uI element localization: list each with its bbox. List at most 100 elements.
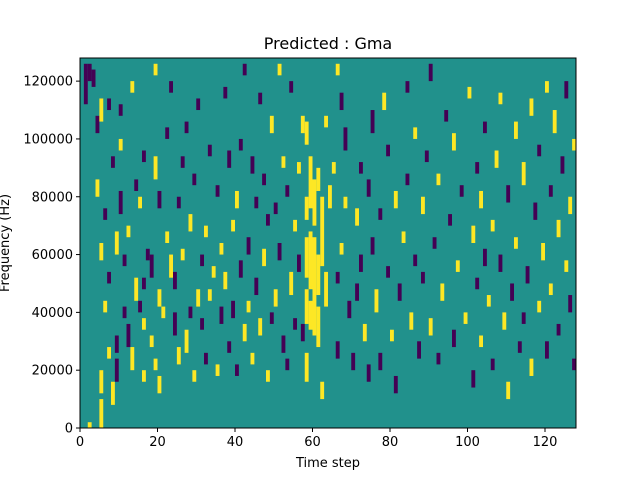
heatmap-cell	[533, 202, 538, 220]
x-axis-ticks: 0 20 40 60 80 100 120	[76, 428, 557, 450]
heatmap-cell	[320, 381, 325, 400]
heatmap-cell	[215, 185, 220, 197]
heatmap-cell	[324, 271, 328, 307]
heatmap-cell	[498, 254, 503, 272]
x-tick-label: 60	[304, 435, 321, 450]
heatmap-cell	[386, 144, 390, 157]
heatmap-cell	[95, 115, 100, 134]
heatmap-cell	[169, 254, 173, 278]
heatmap-cell	[304, 289, 309, 324]
heatmap-cell	[138, 300, 142, 313]
heatmap-cell	[355, 208, 359, 226]
heatmap-cell	[343, 196, 348, 209]
heatmap-cell	[343, 127, 348, 151]
heatmap-cell	[169, 81, 173, 93]
heatmap-cell	[246, 237, 251, 255]
heatmap-cell	[142, 370, 146, 382]
heatmap-cell	[537, 144, 542, 157]
heatmap-cell	[355, 283, 359, 301]
heatmap-cell	[521, 312, 526, 324]
heatmap-cell	[316, 167, 321, 191]
heatmap-cell	[273, 202, 278, 215]
heatmap-cell	[548, 185, 553, 197]
x-tick-label: 100	[455, 435, 480, 450]
heatmap-cell	[308, 231, 313, 290]
heatmap-cell	[359, 162, 363, 174]
heatmap-cell	[316, 306, 321, 348]
heatmap-cell	[161, 306, 166, 319]
heatmap-cell	[238, 260, 243, 278]
plot-area	[79, 57, 577, 429]
heatmap-cell	[262, 248, 266, 267]
heatmap-cell	[118, 190, 123, 215]
heatmap-cell	[448, 214, 452, 226]
heatmap-cell	[483, 121, 487, 134]
heatmap-cell	[165, 231, 170, 243]
heatmap-cell	[142, 150, 146, 163]
heatmap-cell	[452, 133, 456, 151]
heatmap-cell	[300, 323, 305, 342]
heatmap-cell	[428, 63, 433, 82]
heatmap-cell	[479, 190, 483, 209]
heatmap-cell	[207, 144, 212, 157]
heatmap-cell	[277, 243, 282, 261]
heatmap-cell	[176, 196, 181, 209]
heatmap-cell	[258, 92, 263, 105]
heatmap-cell	[293, 219, 297, 232]
heatmap-cell	[153, 358, 158, 371]
heatmap-cell	[138, 196, 142, 209]
heatmap-cell	[300, 115, 305, 134]
heatmap-cell	[235, 190, 239, 209]
heatmap-cell	[99, 98, 104, 122]
heatmap-cell	[471, 225, 476, 243]
heatmap-cell	[393, 375, 398, 394]
heatmap-cell	[126, 323, 131, 348]
heatmap-cell	[335, 63, 340, 76]
x-tick-label: 40	[227, 435, 244, 450]
heatmap-cell	[227, 150, 232, 168]
heatmap-cell	[359, 254, 363, 272]
heatmap-cell	[308, 156, 313, 209]
heatmap-cell	[525, 266, 530, 284]
heatmap-cell	[390, 329, 394, 342]
heatmap-cell	[273, 289, 278, 307]
heatmap-cell	[118, 138, 123, 151]
heatmap-cell	[231, 219, 235, 232]
heatmap-cell	[130, 347, 135, 371]
heatmap-cell	[215, 364, 220, 376]
heatmap-cells	[83, 63, 576, 428]
heatmap-cell	[114, 335, 119, 353]
heatmap-cell	[475, 277, 480, 290]
y-tick-label: 60000	[32, 248, 73, 263]
heatmap-cell	[572, 138, 576, 151]
heatmap-cell	[262, 173, 266, 186]
heatmap-cell	[114, 231, 119, 255]
heatmap-cell	[510, 283, 514, 301]
heatmap-cell	[149, 335, 154, 348]
heatmap-cell	[452, 329, 456, 348]
heatmap-cell	[331, 162, 336, 174]
heatmap-cell	[285, 358, 290, 371]
heatmap-cell	[196, 98, 201, 111]
heatmap-cell	[211, 266, 216, 278]
heatmap-cell	[421, 271, 425, 284]
heatmap-cell	[409, 312, 414, 330]
heatmap-cell	[436, 352, 441, 365]
heatmap-cell	[250, 352, 255, 365]
heatmap-cell	[502, 312, 507, 330]
heatmap-cell	[378, 352, 383, 371]
heatmap-cell	[281, 156, 286, 168]
heatmap-cell	[99, 370, 104, 394]
heatmap-cell	[339, 243, 344, 255]
heatmap-cell	[552, 110, 557, 134]
heatmap-cell	[246, 300, 251, 313]
heatmap-cell	[126, 225, 131, 238]
heatmap-cell	[401, 231, 406, 243]
x-tick-label: 20	[149, 435, 166, 450]
heatmap-cell	[293, 318, 297, 330]
heatmap-cell	[238, 138, 243, 151]
heatmap-cell	[320, 196, 325, 267]
y-tick-label: 40000	[32, 306, 73, 321]
heatmap-cell	[122, 254, 127, 267]
